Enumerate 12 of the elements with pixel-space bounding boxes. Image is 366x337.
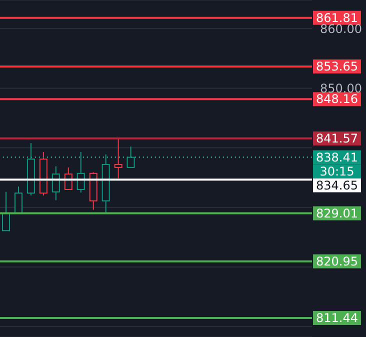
ref-line-label: 829.01: [316, 206, 358, 220]
ref-line-label: 838.41: [316, 150, 358, 164]
ref-line-label: 820.95: [316, 254, 358, 268]
ref-line-label: 811.44: [316, 310, 358, 325]
ref-line-label: 853.65: [316, 59, 358, 74]
ref-line-label: 861.81: [316, 10, 358, 25]
ref-line-label: 841.57: [316, 131, 358, 146]
ref-line-label: 834.65: [316, 178, 358, 192]
ref-line-label: 848.16: [316, 92, 358, 106]
candlestick: [52, 166, 60, 201]
candlestick: [114, 138, 122, 179]
text: 30:15: [320, 164, 354, 178]
